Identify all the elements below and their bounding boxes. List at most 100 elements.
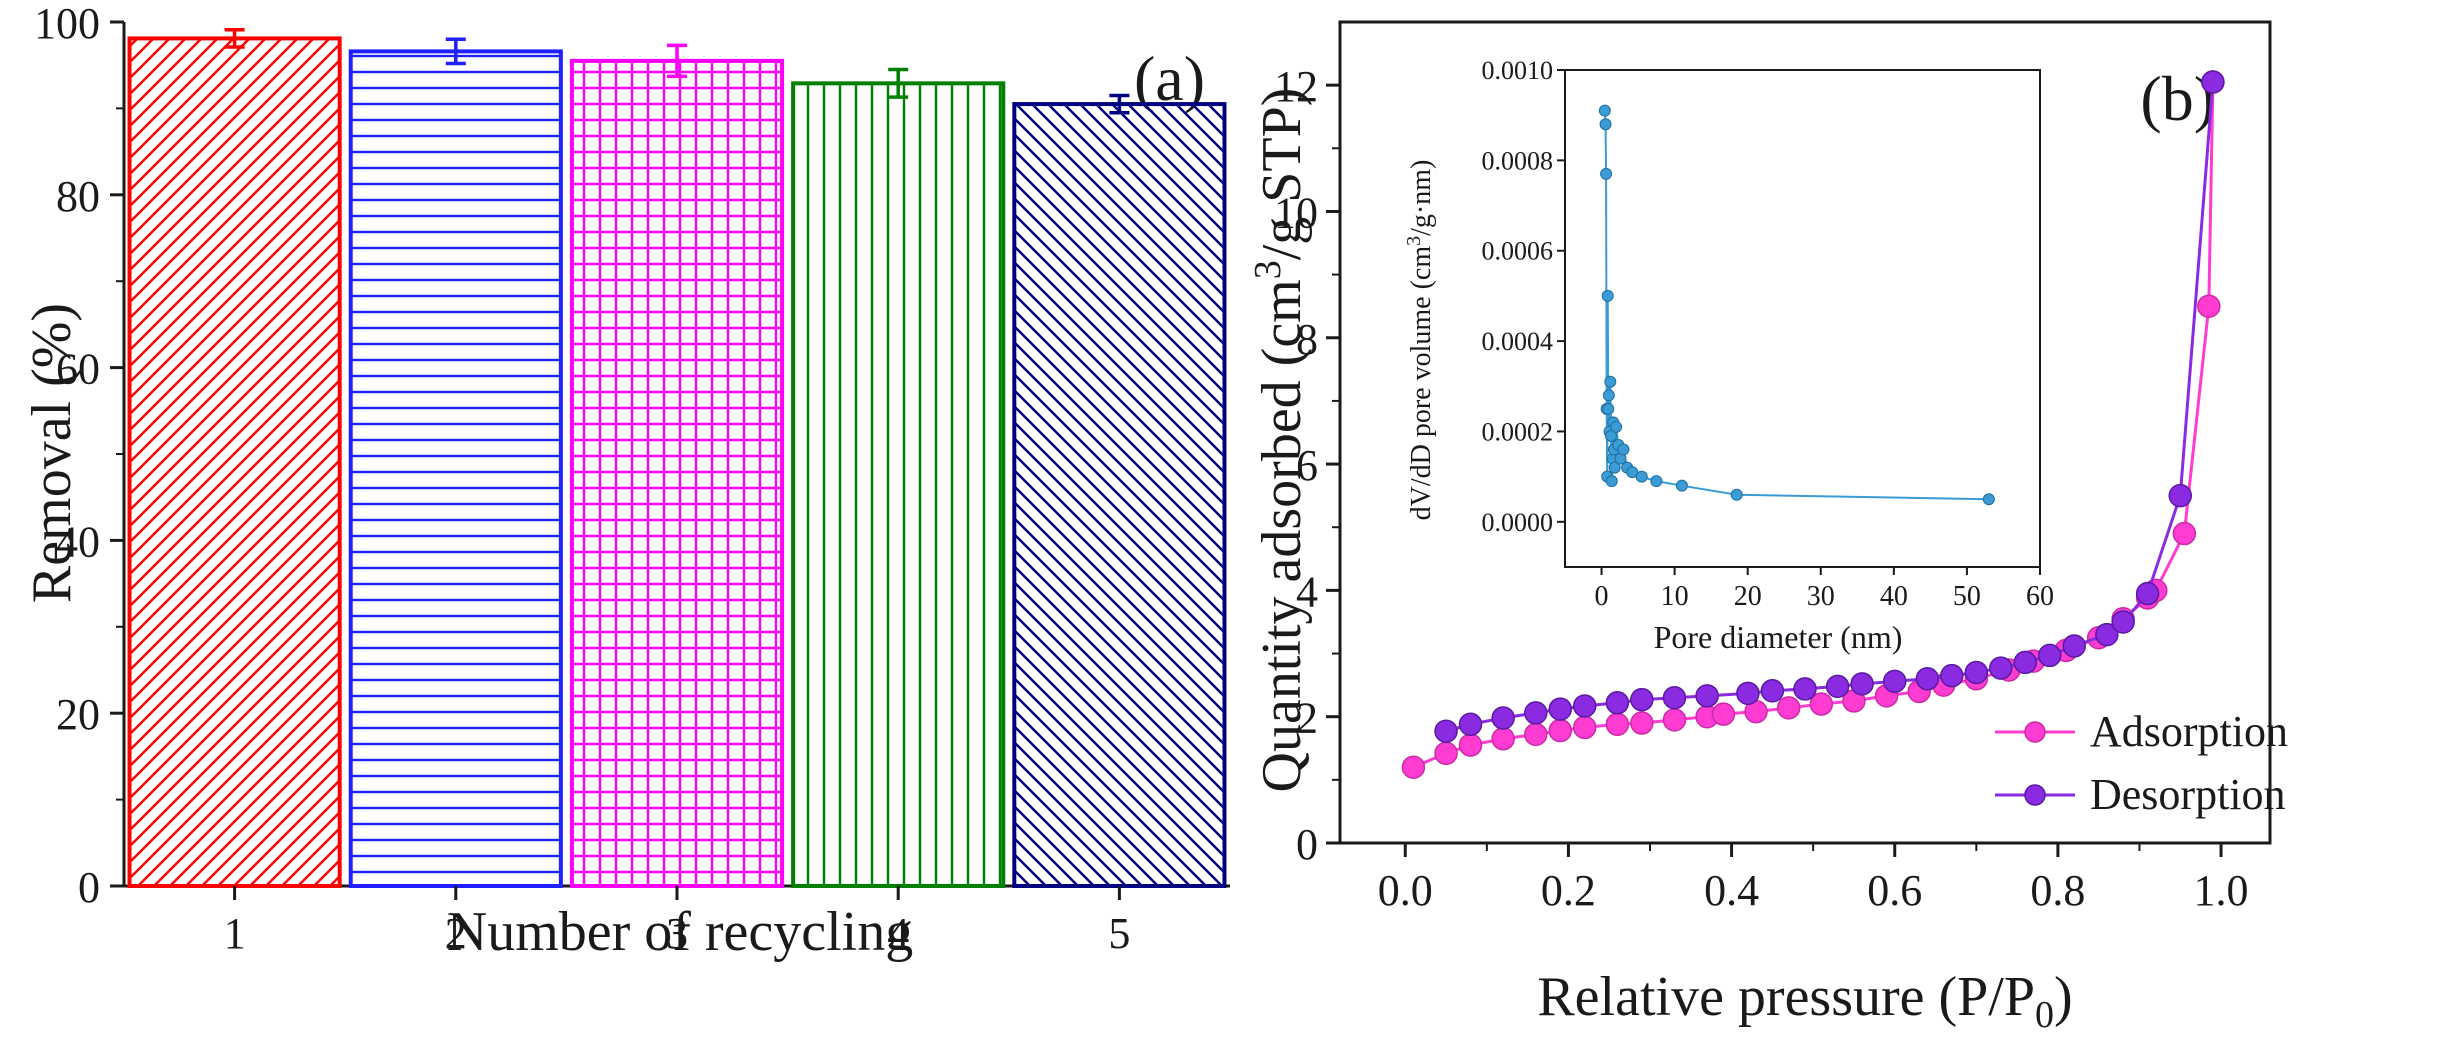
point-adsorption-3 xyxy=(1491,727,1515,751)
inset-y-tick-label-0: 0.0000 xyxy=(1482,508,1554,537)
inset-x-tick-label-2: 20 xyxy=(1734,581,1762,612)
inset-y-tick-label-2: 0.0004 xyxy=(1482,327,1554,356)
panel-b-y-tick-label-6: 12 xyxy=(1274,62,1318,111)
point-adsorption-4 xyxy=(1524,722,1548,747)
point-desorption-23 xyxy=(2095,622,2119,647)
point-desorption-21 xyxy=(2037,643,2062,668)
bar-4 xyxy=(791,81,1006,889)
point-desorption-25 xyxy=(2135,581,2160,606)
point-desorption-27 xyxy=(2201,70,2225,94)
panel-b-y-axis-title: Quantity adsorbed (cm3/g STP) xyxy=(1247,88,1313,793)
inset-point-0 xyxy=(1598,104,1611,117)
point-desorption-22 xyxy=(2062,634,2086,658)
inset-y-tick-label-1: 0.0002 xyxy=(1482,417,1554,446)
point-desorption-15 xyxy=(1882,669,1907,694)
panel-b-y-tick-label-2: 4 xyxy=(1296,567,1318,616)
inset-y-tick-label-5: 0.0010 xyxy=(1482,56,1554,85)
inset-point-5 xyxy=(1601,289,1614,302)
inset-x-tick-label-1: 10 xyxy=(1661,581,1689,612)
point-desorption-1 xyxy=(1458,712,1483,737)
panel-a-x-tick-label-3: 3 xyxy=(666,909,688,958)
inset-y-tick-label-3: 0.0006 xyxy=(1482,237,1554,266)
panel-a-y-tick-label-4: 80 xyxy=(56,172,100,221)
panel-b-x-axis-title-main: Relative pressure (P/P xyxy=(1537,966,2035,1028)
inset-y-axis-title-sup: 3 xyxy=(1403,236,1425,246)
inset-y-axis-title: dV/dD pore volume (cm3/g·nm) xyxy=(1403,160,1437,521)
point-adsorption-28 xyxy=(2197,294,2221,318)
inset-x-tick-label-4: 40 xyxy=(1880,581,1908,612)
inset-x-tick-label-6: 60 xyxy=(2026,581,2054,612)
point-desorption-14 xyxy=(1850,672,1874,696)
point-desorption-26 xyxy=(2168,483,2193,508)
panel-b-x-axis-title-sub: 0 xyxy=(2035,994,2054,1036)
inset-point-24 xyxy=(1675,479,1688,492)
panel-b-legend: Adsorption Desorption xyxy=(1995,707,2288,819)
legend-adsorption-label: Adsorption xyxy=(2090,707,2288,756)
point-adsorption-0 xyxy=(1401,755,1426,779)
panel-b-y-tick-label-4: 8 xyxy=(1296,315,1318,364)
point-adsorption-8 xyxy=(1630,711,1654,735)
point-desorption-12 xyxy=(1793,677,1817,701)
panel-b-frame xyxy=(1338,20,2272,845)
series-desorption xyxy=(1434,70,2225,743)
point-desorption-9 xyxy=(1695,684,1719,708)
bar-5 xyxy=(1012,102,1227,888)
inset-point-25 xyxy=(1730,488,1743,501)
point-desorption-0 xyxy=(1434,719,1458,743)
inset-point-6 xyxy=(1602,402,1615,415)
panel-a-y-tick-label-1: 20 xyxy=(56,690,100,739)
point-desorption-11 xyxy=(1760,679,1785,703)
panel-b-x-tick-label-3: 0.6 xyxy=(1867,866,1922,915)
panel-b-y-axis-title-end: /g STP) xyxy=(1251,88,1313,261)
panel-a-bar-chart: (a) Number of recycling Removal (%) 0204… xyxy=(21,0,1230,963)
panel-b-x-axis-title: Relative pressure (P/P0) xyxy=(1537,966,2072,1036)
panel-a-x-tick-label-2: 2 xyxy=(445,909,467,958)
inset-x-tick-label-0: 0 xyxy=(1595,581,1609,612)
inset-point-10 xyxy=(1605,429,1618,442)
panel-a-y-tick-label-0: 0 xyxy=(78,863,100,912)
panel-a-y-tick-label-3: 60 xyxy=(56,345,100,394)
point-desorption-7 xyxy=(1630,687,1654,712)
point-adsorption-13 xyxy=(1776,696,1801,720)
point-adsorption-5 xyxy=(1548,718,1573,743)
panel-b-x-tick-label-2: 0.4 xyxy=(1704,866,1759,915)
point-desorption-4 xyxy=(1548,697,1573,721)
panel-b-x-tick-label-5: 1.0 xyxy=(2194,866,2249,915)
inset-point-19 xyxy=(1617,443,1630,456)
panel-b-x-tick-label-0: 0.0 xyxy=(1378,866,1433,915)
inset-point-22 xyxy=(1635,470,1648,483)
inset-point-1 xyxy=(1599,118,1612,131)
inset-point-26 xyxy=(1982,493,1995,506)
inset-point-16 xyxy=(1610,420,1623,433)
point-desorption-19 xyxy=(1989,656,2013,680)
inset-point-9 xyxy=(1604,375,1617,388)
inset-y-tick-label-4: 0.0008 xyxy=(1482,146,1554,175)
point-desorption-24 xyxy=(2111,610,2135,634)
point-adsorption-9 xyxy=(1662,708,1687,732)
inset-point-21 xyxy=(1626,466,1639,479)
inset-y-axis-title-end: /g·nm) xyxy=(1406,160,1437,236)
panel-a-y-tick-label-2: 40 xyxy=(56,517,100,566)
panel-a-x-tick-label-4: 4 xyxy=(887,909,909,958)
bar-2 xyxy=(348,49,563,889)
point-adsorption-27 xyxy=(2172,521,2197,546)
inset-x-tick-label-5: 50 xyxy=(1953,581,1981,612)
panel-b-x-tick-label-1: 0.2 xyxy=(1541,866,1596,915)
inset-x-axis-title: Pore diameter (nm) xyxy=(1654,619,1903,655)
inset-point-15 xyxy=(1608,461,1621,474)
point-desorption-6 xyxy=(1605,691,1630,715)
legend-desorption-marker xyxy=(2024,784,2046,806)
point-adsorption-1 xyxy=(1434,741,1458,766)
point-desorption-3 xyxy=(1524,701,1548,725)
panel-b-y-axis-title-sup: 3 xyxy=(1247,260,1289,279)
point-desorption-5 xyxy=(1572,694,1597,718)
point-desorption-16 xyxy=(1915,667,1940,691)
panel-b-y-axis-title-main: Quantity adsorbed (cm xyxy=(1251,279,1313,792)
inset-x-tick-label-3: 30 xyxy=(1807,581,1835,612)
panel-b-y-tick-label-0: 0 xyxy=(1296,820,1318,869)
point-desorption-10 xyxy=(1736,681,1760,706)
point-adsorption-2 xyxy=(1458,733,1483,757)
point-adsorption-6 xyxy=(1572,715,1597,740)
panel-a-x-axis-title: Number of recycling xyxy=(447,901,913,963)
